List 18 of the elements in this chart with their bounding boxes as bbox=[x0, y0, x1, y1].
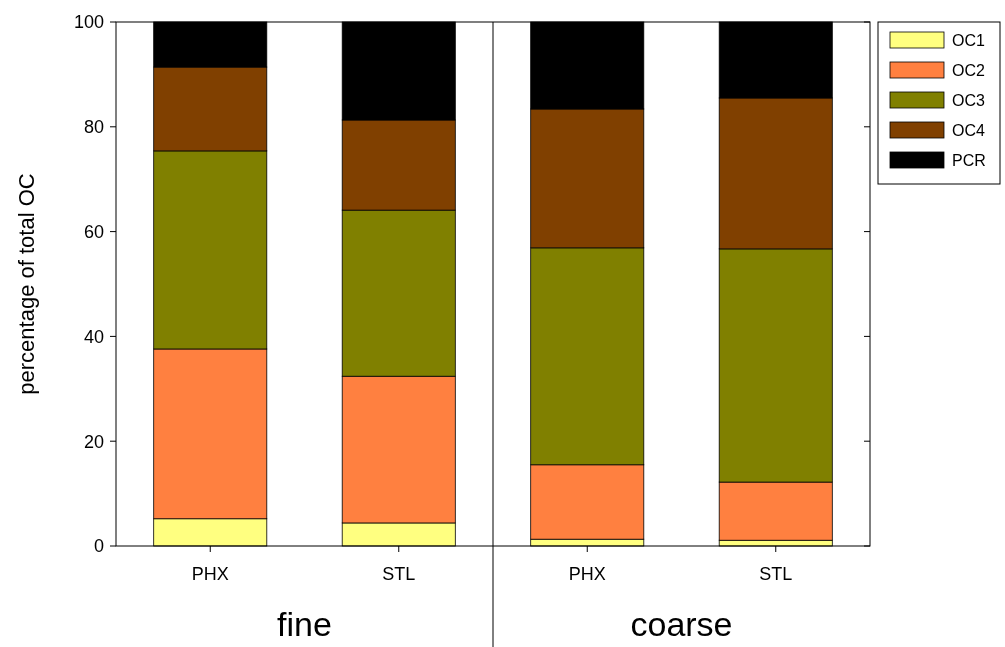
y-tick-label: 80 bbox=[83, 117, 104, 138]
legend-label: OC2 bbox=[952, 61, 985, 79]
x-tick-label: STL bbox=[382, 564, 416, 584]
text: coarse bbox=[630, 605, 733, 643]
text: fine bbox=[277, 605, 332, 643]
legend-label: OC3 bbox=[952, 91, 985, 109]
y-tick-label: 0 bbox=[93, 536, 104, 557]
legend-label: PCR bbox=[952, 151, 986, 169]
y-tick-label: 100 bbox=[73, 12, 104, 33]
legend-label: OC4 bbox=[952, 121, 985, 139]
x-tick-label: STL bbox=[759, 564, 793, 584]
x-tick-label: PHX bbox=[568, 564, 606, 584]
y-tick-label: 40 bbox=[83, 326, 104, 347]
y-axis-title: percentage of total OC bbox=[14, 173, 39, 395]
y-tick-label: 60 bbox=[83, 221, 104, 242]
legend-label: OC1 bbox=[952, 31, 985, 49]
y-tick-label: 20 bbox=[83, 431, 104, 452]
x-tick-label: PHX bbox=[191, 564, 229, 584]
